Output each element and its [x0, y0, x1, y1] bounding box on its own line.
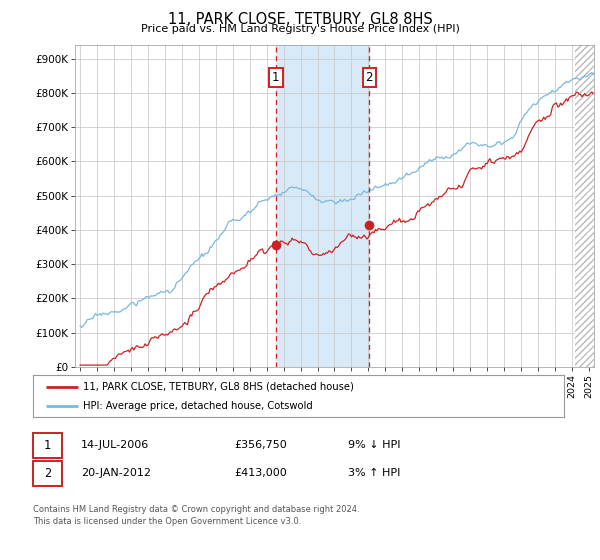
Text: 20-JAN-2012: 20-JAN-2012 — [81, 468, 151, 478]
Text: 11, PARK CLOSE, TETBURY, GL8 8HS (detached house): 11, PARK CLOSE, TETBURY, GL8 8HS (detach… — [83, 381, 355, 391]
Text: 14-JUL-2006: 14-JUL-2006 — [81, 440, 149, 450]
Text: 1: 1 — [272, 71, 280, 84]
Text: HPI: Average price, detached house, Cotswold: HPI: Average price, detached house, Cots… — [83, 401, 313, 411]
Text: 2: 2 — [44, 466, 51, 480]
Text: £356,750: £356,750 — [234, 440, 287, 450]
Text: 11, PARK CLOSE, TETBURY, GL8 8HS: 11, PARK CLOSE, TETBURY, GL8 8HS — [167, 12, 433, 27]
Text: 3% ↑ HPI: 3% ↑ HPI — [348, 468, 400, 478]
Text: 1: 1 — [44, 438, 51, 452]
Text: Contains HM Land Registry data © Crown copyright and database right 2024.
This d: Contains HM Land Registry data © Crown c… — [33, 505, 359, 526]
Text: 2: 2 — [365, 71, 373, 84]
Bar — [575, 45, 599, 367]
Text: Price paid vs. HM Land Registry's House Price Index (HPI): Price paid vs. HM Land Registry's House … — [140, 24, 460, 34]
Text: 9% ↓ HPI: 9% ↓ HPI — [348, 440, 401, 450]
Text: £413,000: £413,000 — [234, 468, 287, 478]
Bar — [276, 45, 369, 367]
Bar — [575, 45, 599, 367]
